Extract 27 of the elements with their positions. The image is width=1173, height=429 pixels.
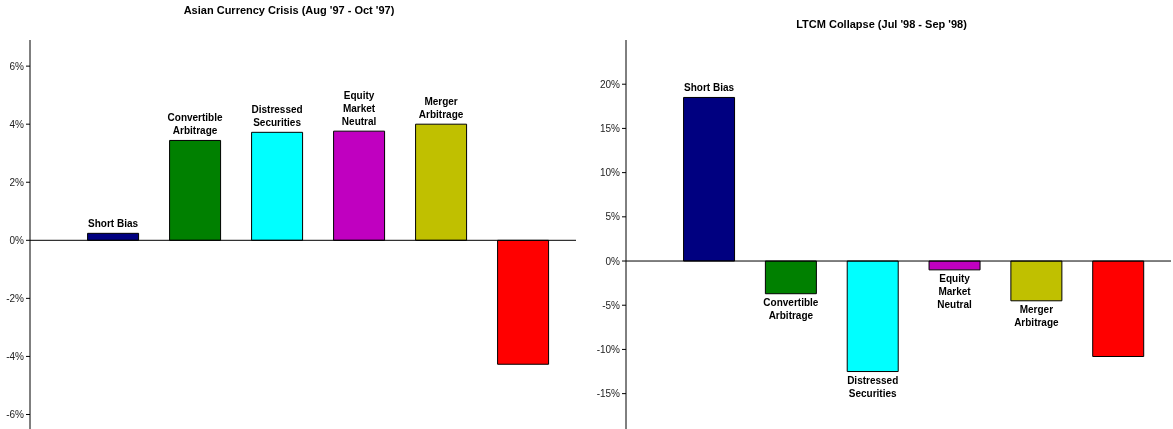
y-tick-label: -15% [596,388,621,400]
x-tick-label: Short Bias [684,82,735,94]
x-tick-label: Distressed Securities [251,104,303,129]
x-tick-label: Merger Arbitrage [418,96,464,121]
x-tick-label: Convertible Arbitrage [167,112,224,137]
y-tick-label: 20% [599,78,621,90]
y-tick-label: -5% [602,299,621,311]
y-tick-label: 15% [599,122,621,134]
x-tick-label: Equity Market Neutral [341,90,377,128]
y-tick-label: -4% [6,350,25,362]
y-tick-label: 0% [605,255,621,267]
x-tick-label: Distressed Securities [847,374,899,399]
y-tick-label: 4% [9,118,25,130]
chart-title: LTCM Collapse (Jul '98 - Sep '98) [795,18,968,30]
y-tick-label: -2% [6,292,25,304]
x-tick-label: Short Bias [88,218,139,230]
y-tick-label: 2% [9,176,25,188]
x-tick-label: Equity Market Neutral [937,272,972,310]
x-tick-label: Merger Arbitrage [1014,303,1060,328]
y-tick-label: 10% [599,167,621,179]
y-tick-label: -10% [596,343,621,355]
y-tick-label: -6% [6,409,25,421]
y-tick-label: 5% [605,211,621,223]
x-tick-label: Convertible Arbitrage [763,296,819,321]
y-tick-label: 0% [9,234,25,246]
y-tick-label: 6% [9,60,25,72]
chart-title: Asian Currency Crisis (Aug '97 - Oct '97) [182,4,396,16]
